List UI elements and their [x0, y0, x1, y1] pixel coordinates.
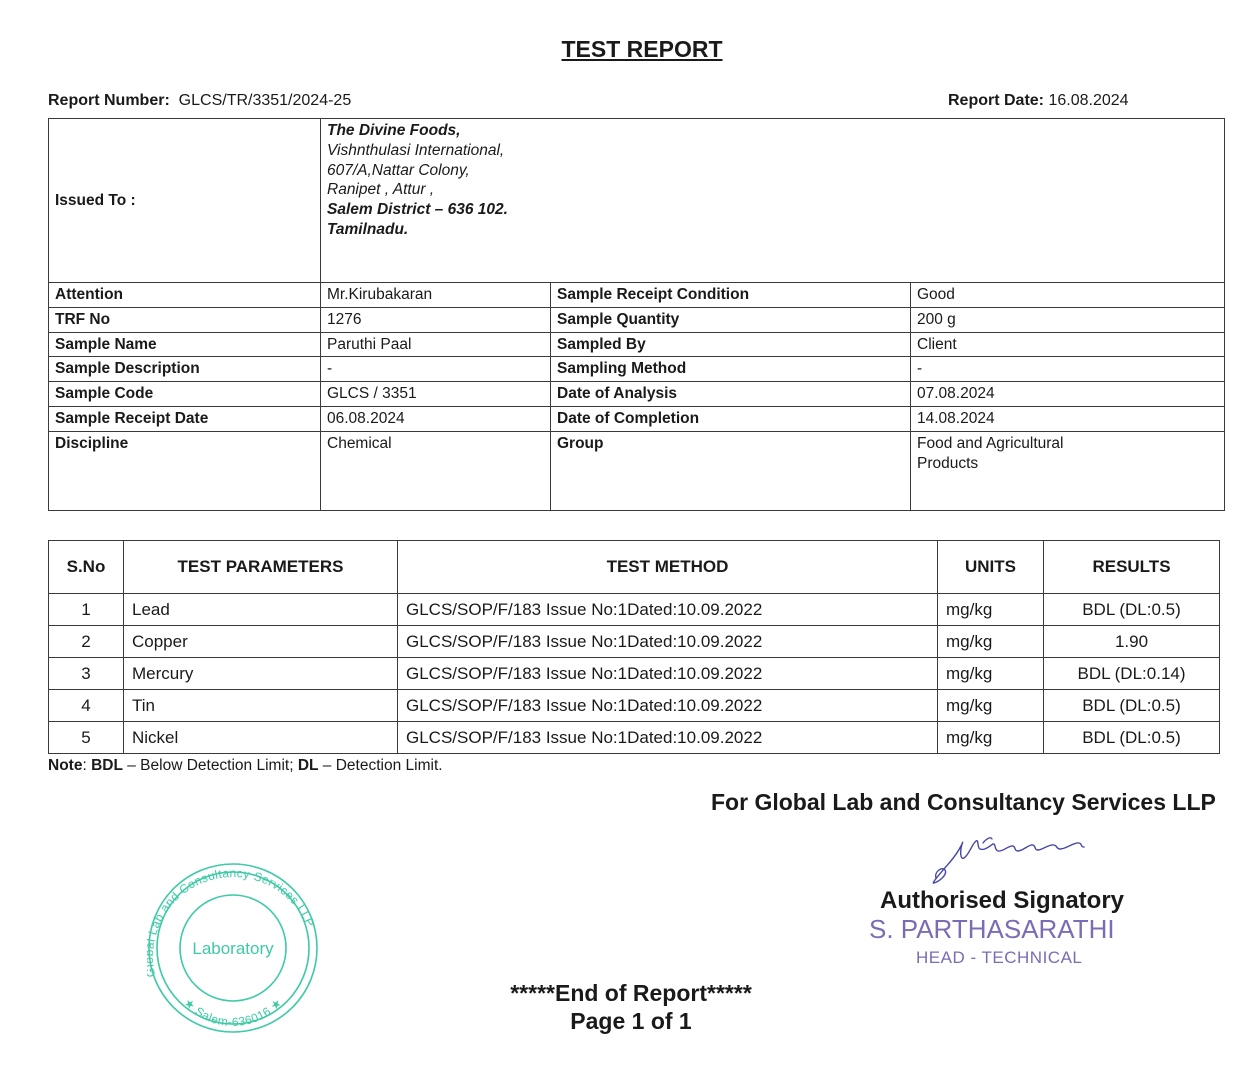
svg-text:Global Lab and Consultancy Ser: Global Lab and Consultancy Services LLP — [147, 866, 318, 978]
svg-text:Laboratory: Laboratory — [192, 939, 274, 958]
